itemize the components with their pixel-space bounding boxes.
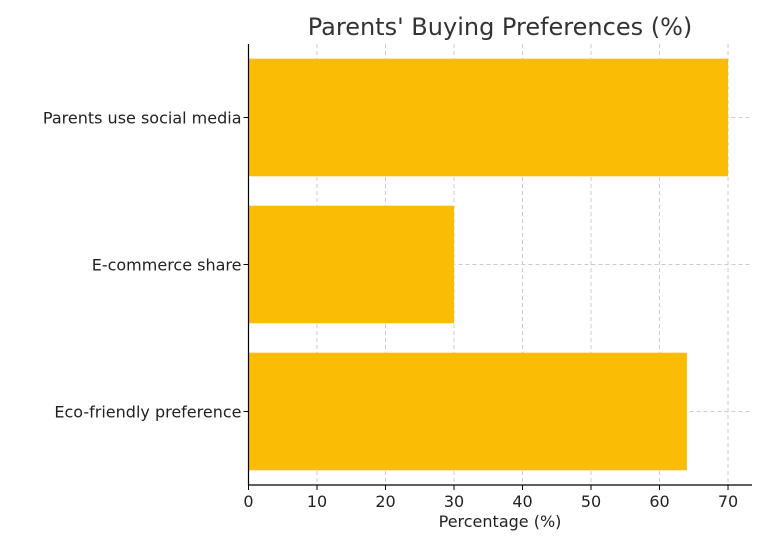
- bar: [248, 352, 687, 471]
- y-ticks: Parents use social media E-commerce share…: [43, 109, 249, 422]
- x-tick-label: 30: [444, 492, 464, 511]
- bar: [248, 205, 455, 324]
- y-tick-label: Eco-friendly preference: [54, 403, 241, 422]
- y-tick-label: Parents use social media: [43, 109, 242, 128]
- x-axis-label: Percentage (%): [439, 512, 562, 531]
- bar: [248, 58, 729, 177]
- chart-title: Parents' Buying Preferences (%): [308, 13, 693, 41]
- x-tick-label: 60: [649, 492, 669, 511]
- x-tick-label: 20: [375, 492, 395, 511]
- x-tick-label: 40: [512, 492, 532, 511]
- x-tick-label: 70: [718, 492, 738, 511]
- y-tick-label: E-commerce share: [92, 256, 242, 275]
- bars: [248, 58, 729, 471]
- x-tick-label: 0: [243, 492, 253, 511]
- x-tick-label: 10: [307, 492, 327, 511]
- x-ticks: 0 10 20 30 40 50 60 70: [243, 485, 738, 511]
- x-tick-label: 50: [581, 492, 601, 511]
